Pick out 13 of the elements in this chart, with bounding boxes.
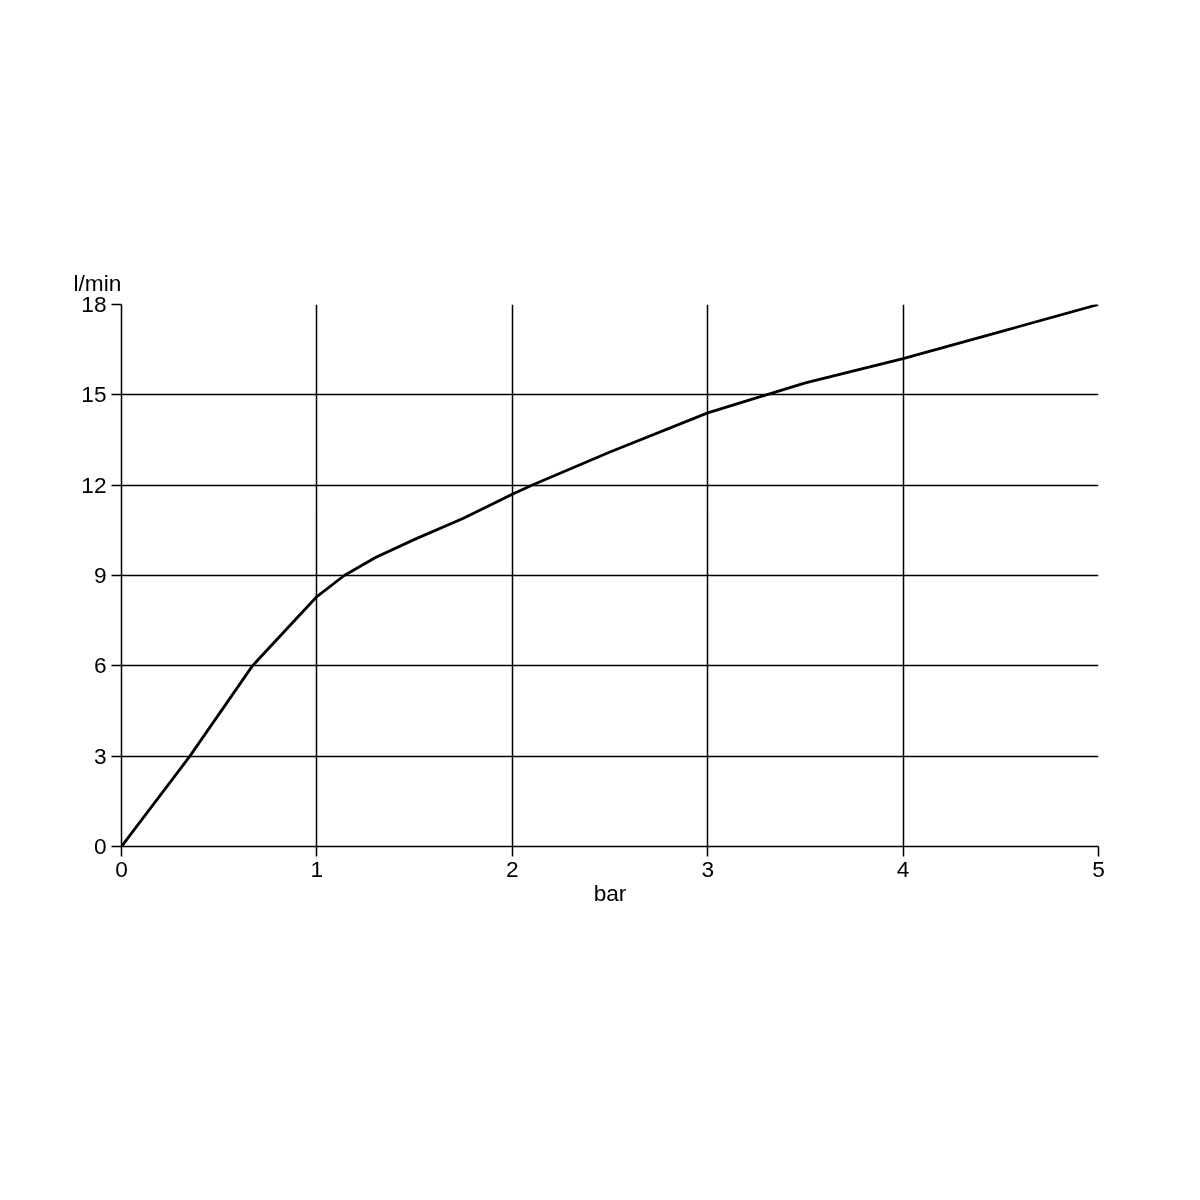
- x-axis-title: bar: [593, 879, 627, 906]
- x-tick-label: 1: [310, 855, 324, 882]
- y-tick-label: 0: [93, 833, 107, 859]
- x-tick-label: 5: [1092, 855, 1105, 882]
- y-tick-label: 9: [93, 562, 107, 588]
- y-tick-label: 15: [81, 381, 107, 408]
- x-tick-label: 3: [701, 855, 715, 882]
- y-tick-label: 3: [93, 742, 107, 769]
- y-tick-label: 6: [93, 652, 107, 679]
- x-tick-label: 4: [896, 855, 910, 882]
- x-tick-label: 2: [506, 855, 519, 882]
- y-tick-label: 12: [81, 471, 107, 498]
- x-tick-label: 0: [115, 855, 128, 882]
